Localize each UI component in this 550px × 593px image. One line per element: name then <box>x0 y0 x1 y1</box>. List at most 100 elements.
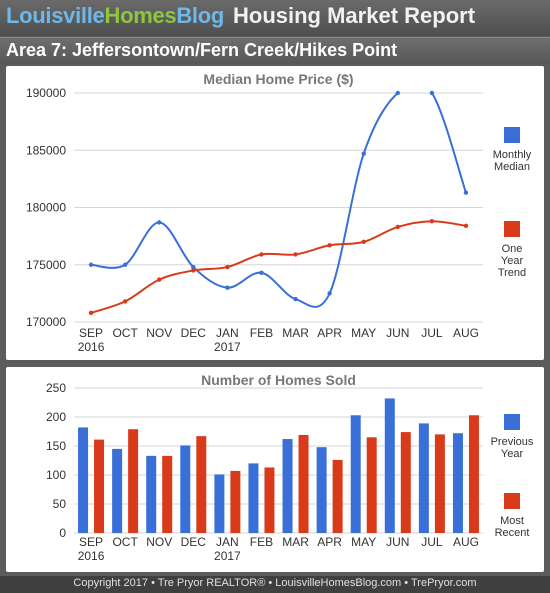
price-data-point <box>327 291 332 296</box>
price-y-tick-label: 170000 <box>26 315 66 329</box>
price-x-tick-label: MAR <box>282 326 309 340</box>
price-series-line-monthly-median <box>90 93 467 308</box>
sold-bar-most-recent <box>196 436 207 533</box>
footer-copyright: Copyright 2017 • Tre Pryor REALTOR® • Lo… <box>73 577 477 589</box>
area-bar: Area 7: Jeffersontown/Fern Creek/Hikes P… <box>0 37 550 64</box>
footer-bar: Copyright 2017 • Tre Pryor REALTOR® • Lo… <box>0 576 550 593</box>
sold-bar-previous-year <box>384 398 395 533</box>
sold-x-tick-label: MAY <box>351 535 376 549</box>
sold-legend-label: Most <box>500 515 524 527</box>
price-data-point <box>395 224 400 230</box>
price-title: Median Home Price ($) <box>203 71 353 87</box>
sold-legend-label: Previous <box>491 436 534 448</box>
price-data-point <box>429 90 435 96</box>
sold-bar-previous-year <box>316 447 327 533</box>
price-x-tick-label: NOV <box>146 326 172 340</box>
sold-x-tick-label: SEP <box>79 535 103 549</box>
price-data-point <box>191 268 196 273</box>
sold-bar-most-recent <box>264 467 275 533</box>
brand-logo: LouisvilleHomesBlog <box>6 3 224 29</box>
price-data-point <box>122 262 128 267</box>
price-x-tick-label: SEP <box>79 326 103 340</box>
sold-title: Number of Homes Sold <box>201 372 356 388</box>
sold-legend-swatch <box>504 493 520 509</box>
sold-y-tick-label: 100 <box>46 468 66 482</box>
price-data-point <box>122 299 128 304</box>
sold-bar-most-recent <box>298 434 309 533</box>
sold-bar-previous-year <box>180 445 191 533</box>
price-legend-swatch <box>504 221 520 237</box>
sold-legend-label: Year <box>501 448 524 460</box>
sold-y-tick-label: 0 <box>59 526 66 540</box>
price-x-tick-label: FEB <box>250 326 273 340</box>
price-data-point <box>259 252 264 257</box>
price-legend-label: One <box>502 243 523 255</box>
sold-bar-previous-year <box>112 448 123 533</box>
price-data-point <box>88 310 94 316</box>
sold-bar-previous-year <box>452 433 463 533</box>
price-data-point <box>361 151 366 156</box>
price-data-point <box>293 296 298 302</box>
price-data-point <box>157 220 162 225</box>
homes-sold-panel: 0 50 100 150 200 250 SEP 2016 OCT NOV DEC JAN 2017 FE… <box>6 367 544 572</box>
sold-x-tick-label: JAN <box>216 535 239 549</box>
sold-y-tick-label: 150 <box>46 439 66 453</box>
sold-bar-previous-year <box>248 463 259 533</box>
price-data-point <box>463 190 469 195</box>
sold-bar-most-recent <box>366 437 377 533</box>
price-data-point <box>225 264 230 270</box>
price-data-point <box>293 252 298 257</box>
report-title: Housing Market Report <box>233 3 476 28</box>
price-y-tick-label: 185000 <box>26 143 66 157</box>
sold-x-tick-label: JUL <box>421 535 443 549</box>
sold-bar-most-recent <box>94 439 105 533</box>
sold-x-year-label: 2017 <box>214 549 241 563</box>
sold-x-year-label: 2016 <box>78 549 105 563</box>
price-y-tick-label: 180000 <box>26 201 66 215</box>
sold-bar-most-recent <box>162 455 173 533</box>
price-x-tick-label: JUN <box>386 326 409 340</box>
sold-x-tick-label: DEC <box>181 535 207 549</box>
brand-part-louisville: Louisville <box>6 3 105 28</box>
price-x-year-label: 2017 <box>214 340 241 354</box>
price-legend-label: Median <box>494 161 530 173</box>
price-x-tick-label: JUL <box>421 326 443 340</box>
sold-legend-swatch <box>504 414 520 430</box>
price-x-year-label: 2016 <box>78 340 105 354</box>
price-y-tick-label: 190000 <box>26 86 66 100</box>
sold-bar-most-recent <box>434 434 445 533</box>
price-x-tick-label: DEC <box>181 326 207 340</box>
price-data-point <box>225 285 230 290</box>
price-x-tick-label: AUG <box>453 326 479 340</box>
sold-x-tick-label: AUG <box>453 535 479 549</box>
sold-bar-previous-year <box>146 455 157 533</box>
sold-bar-previous-year <box>282 439 293 533</box>
price-data-point <box>395 90 400 96</box>
sold-bar-most-recent <box>468 415 479 533</box>
price-x-tick-label: MAY <box>351 326 376 340</box>
brand-part-homes: Homes <box>104 3 177 28</box>
sold-x-tick-label: APR <box>317 535 342 549</box>
sold-bar-most-recent <box>128 429 139 533</box>
price-data-point <box>157 277 162 282</box>
area-label: Area 7: Jeffersontown/Fern Creek/Hikes P… <box>6 40 398 60</box>
sold-x-tick-label: MAR <box>282 535 309 549</box>
price-data-point <box>361 239 366 245</box>
price-legend-label: Monthly <box>493 149 532 161</box>
sold-y-tick-label: 200 <box>46 410 66 424</box>
price-y-tick-label: 175000 <box>26 258 66 272</box>
sold-bar-most-recent <box>332 459 343 533</box>
price-legend-swatch <box>504 127 520 143</box>
price-legend-label: Trend <box>498 267 526 279</box>
sold-bar-most-recent <box>230 470 241 533</box>
price-series-line-one-year-trend <box>90 220 467 314</box>
sold-bar-most-recent <box>400 432 411 533</box>
sold-x-tick-label: JUN <box>386 535 409 549</box>
sold-bar-previous-year <box>214 474 225 533</box>
sold-x-tick-label: NOV <box>146 535 172 549</box>
sold-y-tick-label: 250 <box>46 381 66 395</box>
median-price-panel: 170000 175000 180000 185000 190000 SEP 2016 OCT… <box>6 66 544 360</box>
